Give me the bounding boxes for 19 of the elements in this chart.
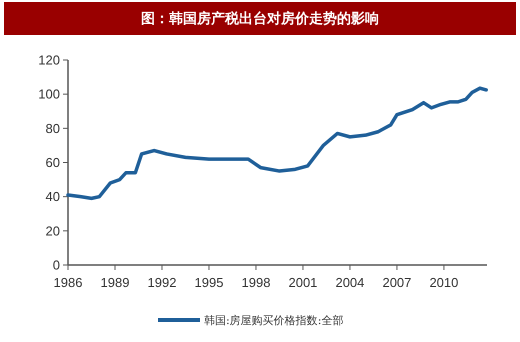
y-tick-label: 80 <box>46 120 60 136</box>
line-series <box>66 86 488 200</box>
x-tick-label: 1995 <box>194 275 224 290</box>
x-tick-label: 1986 <box>54 275 82 290</box>
x-tick-label: 2007 <box>382 275 412 290</box>
y-tick-label: 100 <box>38 86 60 102</box>
x-tick-label: 2001 <box>288 275 318 290</box>
y-tick-label: 120 <box>38 52 60 68</box>
x-tick-label: 2010 <box>429 275 458 290</box>
x-tick-label: 1989 <box>100 275 130 290</box>
x-tick-label: 2004 <box>335 275 364 290</box>
y-tick-label: 0 <box>52 258 60 273</box>
legend-label: 韩国:房屋购买价格指数:全部 <box>204 314 344 327</box>
x-tick-label: 1998 <box>242 275 270 290</box>
y-tick-label: 60 <box>46 155 60 170</box>
x-tick-label: 1992 <box>148 275 176 290</box>
y-tick-label: 20 <box>46 223 60 238</box>
chart-title: 图：韩国房产税出台对房价走势的影响 <box>141 10 379 27</box>
y-tick-label: 40 <box>46 189 60 204</box>
